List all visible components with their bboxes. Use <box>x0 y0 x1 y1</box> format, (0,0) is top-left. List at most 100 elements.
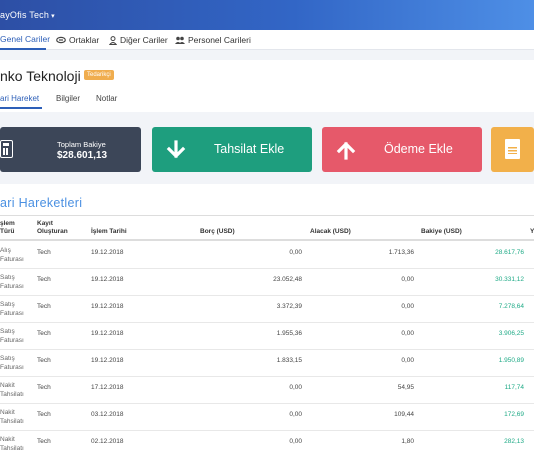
nav-label: Personel Carileri <box>188 35 251 45</box>
users-icon <box>175 36 185 44</box>
cell-date: 17.12.2018 <box>91 384 124 391</box>
account-header: nko Teknoloji Tedarikçi ari Hareket Bilg… <box>0 60 534 112</box>
table-row[interactable]: Nakit Tahsilatı Tech 17.12.2018 0,00 54,95 117… <box>0 377 534 404</box>
cell-type: Nakit Tahsilatı <box>0 436 24 450</box>
cell-alacak: 1,80 <box>401 438 414 445</box>
cell-date: 19.12.2018 <box>91 276 124 283</box>
table-row[interactable]: Nakit Tahsilatı Tech 03.12.2018 0,00 109,44 17… <box>0 404 534 431</box>
balance-value: $28.601,13 <box>57 150 108 161</box>
cell-date: 03.12.2018 <box>91 411 124 418</box>
company-name: nko Teknoloji <box>0 68 81 84</box>
calculator-icon <box>0 140 13 158</box>
cell-bakiye: 282,13 <box>504 438 524 445</box>
table-row[interactable]: Alış Faturası Tech 19.12.2018 0,00 1.713,36 28… <box>0 242 534 269</box>
table-row[interactable]: Satış Faturası Tech 19.12.2018 3.372,39 0,00 7… <box>0 296 534 323</box>
cell-alacak: 109,44 <box>394 411 414 418</box>
nav-label: Ortaklar <box>69 35 100 45</box>
cell-type: Satış Faturası <box>0 301 24 317</box>
cell-date: 19.12.2018 <box>91 249 124 256</box>
nav-label: Diğer Cariler <box>120 35 168 45</box>
nav-genel-cariler[interactable]: Genel Cariler <box>0 30 50 50</box>
th-type[interactable]: şlem Türü <box>0 220 15 235</box>
th-bakiye[interactable]: Bakiye (USD) <box>421 228 462 235</box>
cell-borc: 0,00 <box>289 438 302 445</box>
cell-bakiye: 172,69 <box>504 411 524 418</box>
company-switcher[interactable]: ayOfis Tech ▾ <box>0 10 55 20</box>
add-payment-label: Ödeme Ekle <box>384 142 453 156</box>
arrow-down-icon <box>166 140 186 159</box>
cell-creator: Tech <box>37 438 51 445</box>
cell-alacak: 0,00 <box>401 276 414 283</box>
cell-date: 19.12.2018 <box>91 357 124 364</box>
cell-date: 19.12.2018 <box>91 330 124 337</box>
cell-creator: Tech <box>37 303 51 310</box>
cell-type: Satış Faturası <box>0 355 24 371</box>
cell-borc: 0,00 <box>289 384 302 391</box>
chevron-down-icon: ▾ <box>51 13 55 20</box>
cell-borc: 1.955,36 <box>276 330 302 337</box>
th-extra[interactable]: Y <box>530 228 534 235</box>
cell-type: Satış Faturası <box>0 274 24 290</box>
table-row[interactable]: Nakit Tahsilatı Tech 02.12.2018 0,00 1,80 282,… <box>0 431 534 450</box>
tab-bilgiler[interactable]: Bilgiler <box>56 94 81 103</box>
nav-ortaklar[interactable]: Ortaklar <box>56 30 99 50</box>
add-collection-label: Tahsilat Ekle <box>214 142 285 156</box>
cell-bakiye: 1.950,89 <box>498 357 524 364</box>
cell-creator: Tech <box>37 276 51 283</box>
cell-alacak: 1.713,36 <box>388 249 414 256</box>
nav-diger-cariler[interactable]: Diğer Cariler <box>109 30 168 50</box>
nav-label: Genel Cariler <box>0 34 51 44</box>
cell-borc: 23.052,48 <box>273 276 302 283</box>
table-header: şlem Türü Kayıt Oluşturan İşlem Tarihi Bor… <box>0 215 534 241</box>
cell-creator: Tech <box>37 411 51 418</box>
cell-date: 02.12.2018 <box>91 438 124 445</box>
cell-bakiye: 30.331,12 <box>495 276 524 283</box>
cell-borc: 1.833,15 <box>276 357 302 364</box>
cell-bakiye: 3.906,25 <box>498 330 524 337</box>
cell-borc: 0,00 <box>289 411 302 418</box>
cell-bakiye: 117,74 <box>504 384 524 391</box>
cell-type: Alış Faturası <box>0 247 24 263</box>
cell-creator: Tech <box>37 357 51 364</box>
add-payment-button[interactable]: Ödeme Ekle <box>322 127 482 172</box>
supplier-badge: Tedarikçi <box>84 70 114 80</box>
user-icon <box>109 35 117 45</box>
cell-borc: 3.372,39 <box>276 303 302 310</box>
table-row[interactable]: Satış Faturası Tech 19.12.2018 1.833,15 0,00 1… <box>0 350 534 377</box>
total-balance-card: Toplam Bakiye $28.601,13 <box>0 127 141 172</box>
cell-alacak: 0,00 <box>401 357 414 364</box>
tab-cari-hareket[interactable]: ari Hareket <box>0 94 42 109</box>
cell-alacak: 54,95 <box>397 384 414 391</box>
cell-creator: Tech <box>37 384 51 391</box>
section-title: ari Hareketleri <box>0 196 83 210</box>
table-row[interactable]: Satış Faturası Tech 19.12.2018 1.955,36 0,00 3… <box>0 323 534 350</box>
handshake-icon <box>56 36 66 44</box>
main-nav: Genel Cariler Ortaklar Diğer Cariler Per… <box>0 30 534 50</box>
th-date[interactable]: İşlem Tarihi <box>91 228 127 235</box>
cell-type: Nakit Tahsilatı <box>0 409 24 425</box>
cell-bakiye: 7.278,64 <box>498 303 524 310</box>
cell-creator: Tech <box>37 249 51 256</box>
cell-alacak: 0,00 <box>401 330 414 337</box>
tab-notlar[interactable]: Notlar <box>96 94 118 103</box>
cell-type: Nakit Tahsilatı <box>0 382 24 398</box>
cell-bakiye: 28.617,76 <box>495 249 524 256</box>
brand-label: ayOfis Tech <box>0 10 50 20</box>
document-icon <box>505 139 520 159</box>
th-borc[interactable]: Borç (USD) <box>200 228 235 235</box>
cell-creator: Tech <box>37 330 51 337</box>
nav-personel-carileri[interactable]: Personel Carileri <box>175 30 251 50</box>
cell-date: 19.12.2018 <box>91 303 124 310</box>
add-collection-button[interactable]: Tahsilat Ekle <box>152 127 312 172</box>
cell-type: Satış Faturası <box>0 328 24 344</box>
cell-alacak: 0,00 <box>401 303 414 310</box>
transactions-card: ari Hareketleri şlem Türü Kayıt Oluşturan … <box>0 184 534 450</box>
top-bar: ayOfis Tech ▾ <box>0 0 534 30</box>
add-invoice-button[interactable] <box>491 127 534 172</box>
cell-borc: 0,00 <box>289 249 302 256</box>
table-row[interactable]: Satış Faturası Tech 19.12.2018 23.052,48 0,00… <box>0 269 534 296</box>
arrow-up-icon <box>336 141 356 160</box>
balance-label: Toplam Bakiye <box>57 140 106 149</box>
th-creator[interactable]: Kayıt Oluşturan <box>37 220 68 235</box>
th-alacak[interactable]: Alacak (USD) <box>310 228 351 235</box>
